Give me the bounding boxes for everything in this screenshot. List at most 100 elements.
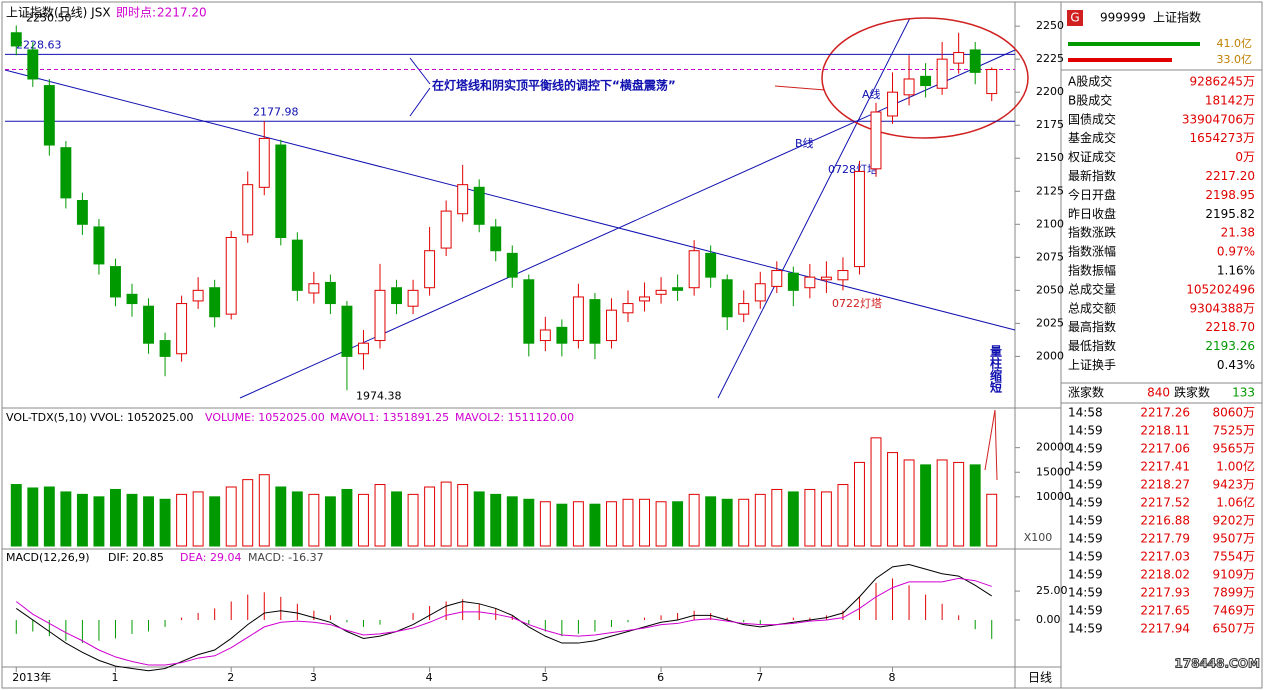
candle-body	[440, 210, 452, 249]
stat-value: 2195.82	[1205, 207, 1255, 221]
volume-bar	[986, 493, 998, 547]
trade-volume: 7525万	[1212, 424, 1255, 438]
candle-body	[60, 147, 72, 199]
volume-bar	[258, 474, 270, 547]
volume-bar	[953, 461, 965, 547]
trend-line	[717, 17, 911, 399]
candle-body	[969, 49, 981, 73]
stat-label: A股成交	[1068, 74, 1112, 89]
y-tick-label: 2150	[1036, 151, 1064, 164]
trade-price: 2218.27	[1140, 478, 1190, 492]
extreme-label: 1974.38	[356, 389, 402, 402]
volume-bar	[391, 491, 402, 547]
candle-body	[324, 281, 336, 305]
stat-label: 国债成交	[1068, 111, 1116, 126]
extreme-label: 2250.50	[26, 11, 72, 24]
y-tick-label: 2025	[1036, 316, 1064, 329]
x-tick-label: 1	[111, 671, 118, 684]
trade-time: 14:59	[1068, 586, 1103, 600]
candle-body	[258, 137, 270, 188]
period-label: 日线	[1028, 671, 1052, 685]
candle-body	[986, 68, 998, 95]
volume-bar	[60, 491, 72, 547]
trade-price: 2217.79	[1140, 532, 1190, 546]
candle-body	[887, 91, 898, 117]
index-name: 上证指数	[1153, 10, 1201, 25]
y-tick-label: 2125	[1036, 184, 1064, 197]
y-tick-label: 20000	[1036, 441, 1071, 454]
volume-bar	[10, 484, 22, 547]
trade-price: 2217.26	[1140, 406, 1190, 420]
candle-body	[391, 287, 402, 305]
volume-bar	[192, 491, 204, 547]
candle-body	[572, 296, 584, 342]
candle-body	[870, 111, 882, 170]
trade-volume: 1.00亿	[1216, 459, 1255, 474]
volume-bar	[688, 493, 700, 547]
candle-body	[655, 289, 667, 295]
volume-bar	[903, 459, 915, 547]
volume-bar	[43, 486, 55, 547]
volume-bar	[622, 498, 634, 547]
trade-time: 14:59	[1068, 442, 1103, 456]
volume-bar	[93, 496, 105, 547]
level-label: 2228.63	[16, 38, 62, 51]
volume-header: MAVOL1: 1351891.25	[330, 411, 449, 424]
stat-label: 今日开盘	[1068, 187, 1116, 202]
volume-bar	[705, 496, 717, 547]
volume-bar	[606, 501, 617, 547]
stat-value: 105202496	[1186, 282, 1255, 296]
stat-value: 2198.95	[1205, 188, 1255, 202]
stat-value: 2217.20	[1205, 169, 1255, 183]
candle-body	[754, 283, 766, 302]
volume-bar	[308, 493, 320, 547]
candle-body	[589, 299, 601, 344]
volume-bar	[936, 459, 948, 547]
code: 999999	[1100, 11, 1146, 25]
candle-body	[854, 170, 865, 268]
volume-bar	[341, 488, 353, 547]
breadth-value: 840	[1147, 386, 1170, 400]
trade-time: 14:59	[1068, 460, 1103, 474]
volume-bar	[887, 452, 898, 547]
y-tick-label: 10000	[1036, 490, 1071, 503]
candle-body	[407, 289, 419, 307]
candle-body	[143, 305, 154, 344]
x-tick-label: 2013年	[12, 670, 51, 684]
volume-bar	[176, 493, 188, 547]
candle-body	[622, 303, 634, 314]
trade-volume: 7554万	[1212, 550, 1255, 564]
trade-volume: 9202万	[1212, 514, 1255, 528]
trade-time: 14:59	[1068, 622, 1103, 636]
candle-body	[457, 184, 469, 215]
candle-body	[176, 303, 188, 355]
x-tick-label: 6	[657, 671, 664, 684]
trade-volume: 9565万	[1212, 442, 1255, 456]
stat-label: B股成交	[1068, 92, 1112, 107]
x-tick-label: 7	[756, 671, 763, 684]
annotation: 在灯塔线和阴实顶平衡线的调控下“横盘震荡”	[432, 78, 676, 93]
trade-price: 2217.06	[1140, 442, 1190, 456]
volume-bar	[407, 493, 419, 547]
candle-body	[10, 32, 22, 47]
candle-body	[341, 305, 353, 357]
volume-bar	[721, 498, 733, 547]
stat-value: 2218.70	[1205, 320, 1255, 334]
macd-header: MACD(12,26,9)	[6, 551, 90, 564]
candle-body	[209, 287, 221, 318]
volume-bar	[837, 484, 849, 547]
trade-price: 2218.02	[1140, 568, 1190, 582]
stat-value: 1.16%	[1217, 264, 1255, 278]
candle-body	[606, 309, 617, 342]
breadth-label: 跌家数	[1174, 385, 1210, 400]
stat-value: 9286245万	[1190, 75, 1255, 89]
last-value: 2217.20	[157, 6, 207, 20]
stat-label: 总成交额	[1068, 300, 1116, 315]
candle-body	[523, 279, 535, 344]
breadth-label: 涨家数	[1068, 385, 1104, 400]
candle-body	[705, 252, 717, 278]
trade-time: 14:59	[1068, 424, 1103, 438]
stat-label: 昨日收盘	[1068, 206, 1116, 221]
